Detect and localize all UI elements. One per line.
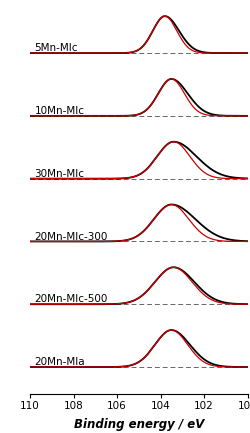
Text: Binding energy / eV: Binding energy / eV [74, 418, 204, 431]
Text: 10Mn-MIc: 10Mn-MIc [34, 106, 84, 116]
Text: 20Mn-MIc-500: 20Mn-MIc-500 [34, 294, 108, 304]
Text: 20Mn-MIc-300: 20Mn-MIc-300 [34, 232, 108, 242]
Text: 30Mn-MIc: 30Mn-MIc [34, 169, 84, 179]
Text: 20Mn-MIa: 20Mn-MIa [34, 357, 85, 367]
Text: 5Mn-MIc: 5Mn-MIc [34, 43, 78, 53]
